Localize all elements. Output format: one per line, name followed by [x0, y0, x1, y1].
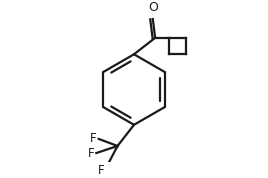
- Text: F: F: [87, 146, 94, 159]
- Text: F: F: [98, 164, 105, 177]
- Text: F: F: [90, 132, 96, 145]
- Text: O: O: [148, 1, 158, 14]
